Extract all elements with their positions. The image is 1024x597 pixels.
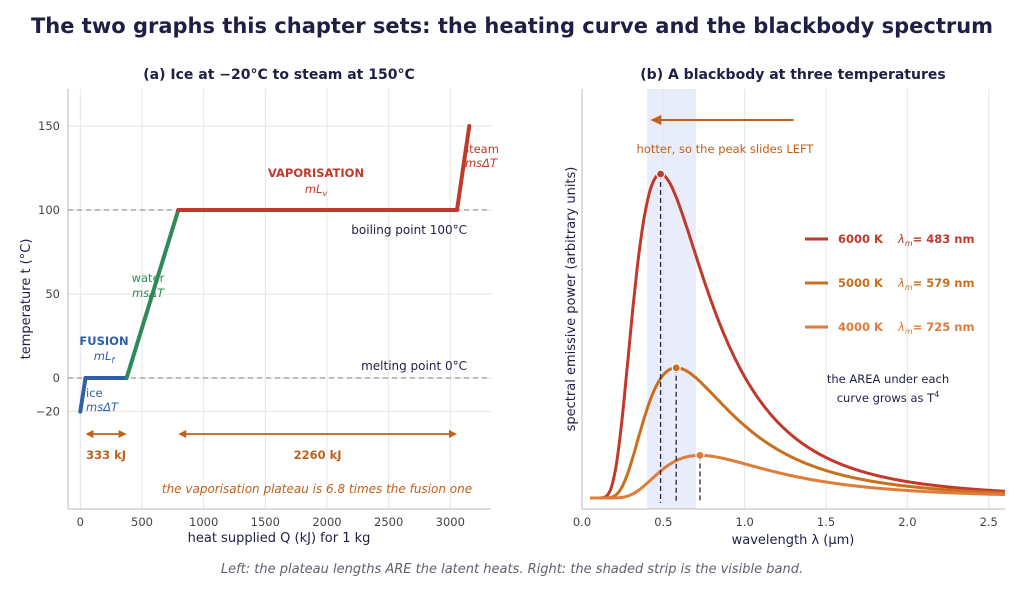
y-tick-label: 0 — [53, 371, 60, 385]
area-note-line-1: the AREA under each — [827, 372, 949, 386]
blackbody-legend: 6000 K λm= 483 nm 5000 K λm= 579 nm 4000 K λm… — [805, 232, 974, 336]
blackbody-axes — [581, 89, 1005, 510]
span-arrow-head-left — [85, 430, 94, 438]
heating-curve-title: (a) Ice at −20°C to steam at 150°C — [143, 67, 415, 83]
legend-label-4000k: 4000 K — [838, 320, 884, 334]
water-label: water — [132, 271, 165, 285]
x-tick-label: 0 — [77, 515, 84, 529]
peak-marker-6000k — [655, 169, 666, 179]
heating-curve-y-axis-label: temperature t (°C) — [19, 239, 34, 360]
steam-label: steam — [463, 142, 499, 156]
blackbody-chart: (b) A blackbody at three temperatures 0.… — [564, 67, 1006, 548]
y-tick-label: 50 — [45, 287, 60, 301]
visible-band — [647, 89, 696, 509]
ice-formula: msΔT — [86, 400, 119, 414]
blackbody-annotations: hotter, so the peak slides LEFT the AREA … — [637, 115, 949, 405]
x-tick-label: 500 — [131, 515, 153, 529]
melting-point-label: melting point 0°C — [361, 359, 467, 373]
x-tick-label: 2500 — [374, 515, 403, 529]
span-arrow-head-right — [448, 430, 457, 438]
blackbody-series — [590, 169, 1006, 503]
heating-curve-ticks: 0 500 1000 1500 2000 2500 3000 −20 0 50 100 150 — [36, 119, 465, 529]
y-tick-label: 150 — [38, 119, 60, 133]
blackbody-x-axis-label: wavelength λ (μm) — [732, 533, 855, 548]
steam-formula: msΔT — [465, 156, 498, 170]
fusion-label: FUSION — [79, 334, 128, 348]
segment-water — [124, 208, 181, 380]
segment-steam — [455, 124, 472, 212]
x-tick-label: 3000 — [436, 515, 465, 529]
legend-label-5000k: 5000 K — [838, 276, 884, 290]
span-arrow-head-right — [118, 430, 127, 438]
x-tick-label: 2.0 — [898, 515, 916, 529]
blackbody-ticks: 0.0 0.5 1.0 1.5 2.0 2.5 — [573, 515, 998, 529]
x-tick-label: 1000 — [189, 515, 218, 529]
peak-marker-4000k — [695, 450, 705, 460]
area-note-line-2: curve grows as T4 — [837, 390, 940, 405]
figure-title: The two graphs this chapter sets: the he… — [30, 14, 994, 38]
curve-4000k — [590, 453, 1005, 500]
vaporisation-label: VAPORISATION — [268, 166, 364, 180]
heating-curve-axes — [67, 89, 491, 510]
heating-curve-chart: (a) Ice at −20°C to steam at 150°C 0 500 1… — [19, 67, 499, 546]
y-tick-label: 100 — [38, 203, 60, 217]
peak-marker-5000k — [671, 363, 681, 373]
segment-ice — [78, 376, 88, 414]
legend-peak-6000k: λm= 483 nm — [897, 232, 974, 248]
y-tick-label: −20 — [36, 405, 60, 419]
shift-arrow-head — [650, 115, 662, 125]
boiling-point-label: boiling point 100°C — [351, 223, 467, 237]
blackbody-y-axis-label: spectral emissive power (arbitrary units… — [564, 167, 579, 432]
x-tick-label: 2.5 — [980, 515, 998, 529]
blackbody-title: (b) A blackbody at three temperatures — [640, 67, 945, 83]
vaporisation-formula: mLv — [305, 182, 328, 198]
curve-5000k — [590, 366, 1006, 500]
span-arrow-head-left — [178, 430, 187, 438]
visible-band-strip — [647, 89, 696, 509]
plateau-ratio-note: the vaporisation plateau is 6.8 times th… — [162, 482, 472, 496]
ice-label: ice — [86, 386, 103, 400]
fusion-span-label: 333 kJ — [86, 448, 126, 462]
x-tick-label: 1.5 — [817, 515, 835, 529]
x-tick-label: 0.5 — [654, 515, 672, 529]
heating-curve-series — [78, 124, 472, 414]
legend-label-6000k: 6000 K — [838, 232, 884, 246]
figure-caption: Left: the plateau lengths ARE the latent… — [220, 562, 804, 577]
x-tick-label: 0.0 — [573, 515, 591, 529]
legend-peak-5000k: λm= 579 nm — [897, 276, 974, 292]
shift-arrow-label: hotter, so the peak slides LEFT — [637, 142, 815, 156]
x-tick-label: 1500 — [251, 515, 280, 529]
fusion-formula: mLf — [94, 349, 116, 365]
water-formula: msΔT — [132, 286, 165, 300]
legend-peak-4000k: λm= 725 nm — [897, 320, 974, 336]
x-tick-label: 1.0 — [736, 515, 754, 529]
heating-curve-annotations: boiling point 100°C melting point 0°C VAPO… — [79, 142, 498, 496]
heating-curve-x-axis-label: heat supplied Q (kJ) for 1 kg — [188, 531, 371, 546]
vaporisation-span-label: 2260 kJ — [294, 448, 342, 462]
x-tick-label: 2000 — [312, 515, 341, 529]
